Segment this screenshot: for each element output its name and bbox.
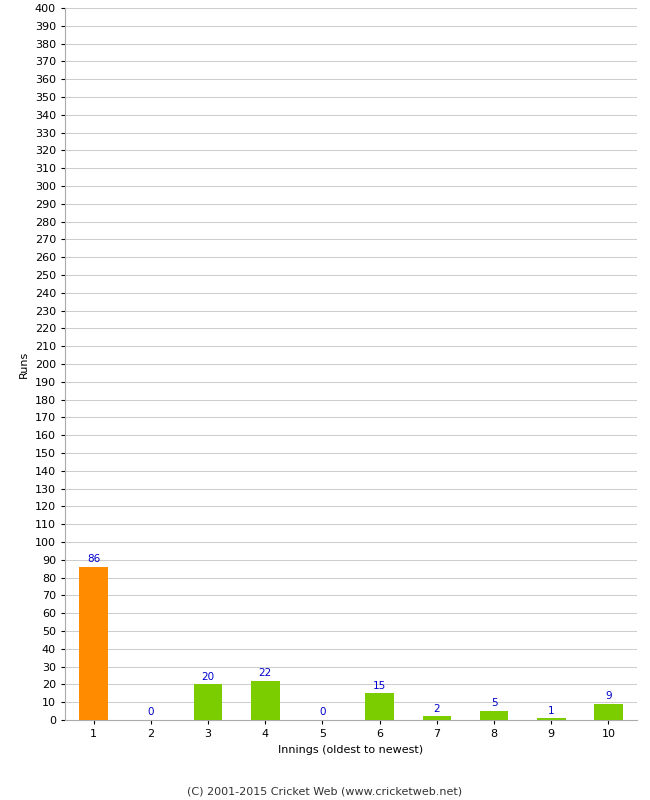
Bar [422,717,451,720]
Text: 0: 0 [148,707,154,718]
Text: 86: 86 [87,554,100,564]
Text: 22: 22 [259,668,272,678]
Text: (C) 2001-2015 Cricket Web (www.cricketweb.net): (C) 2001-2015 Cricket Web (www.cricketwe… [187,786,463,796]
Bar [79,567,108,720]
Text: 15: 15 [373,681,386,690]
X-axis label: Innings (oldest to newest): Innings (oldest to newest) [278,745,424,754]
Bar [537,718,566,720]
Text: 9: 9 [605,691,612,702]
Text: 20: 20 [202,672,214,682]
Text: 0: 0 [319,707,326,718]
Text: 5: 5 [491,698,497,709]
Text: 2: 2 [434,704,440,714]
Text: 1: 1 [548,706,554,715]
Bar [365,694,394,720]
Bar [480,711,508,720]
Y-axis label: Runs: Runs [19,350,29,378]
Bar [194,685,222,720]
Bar [594,704,623,720]
Bar [251,681,280,720]
